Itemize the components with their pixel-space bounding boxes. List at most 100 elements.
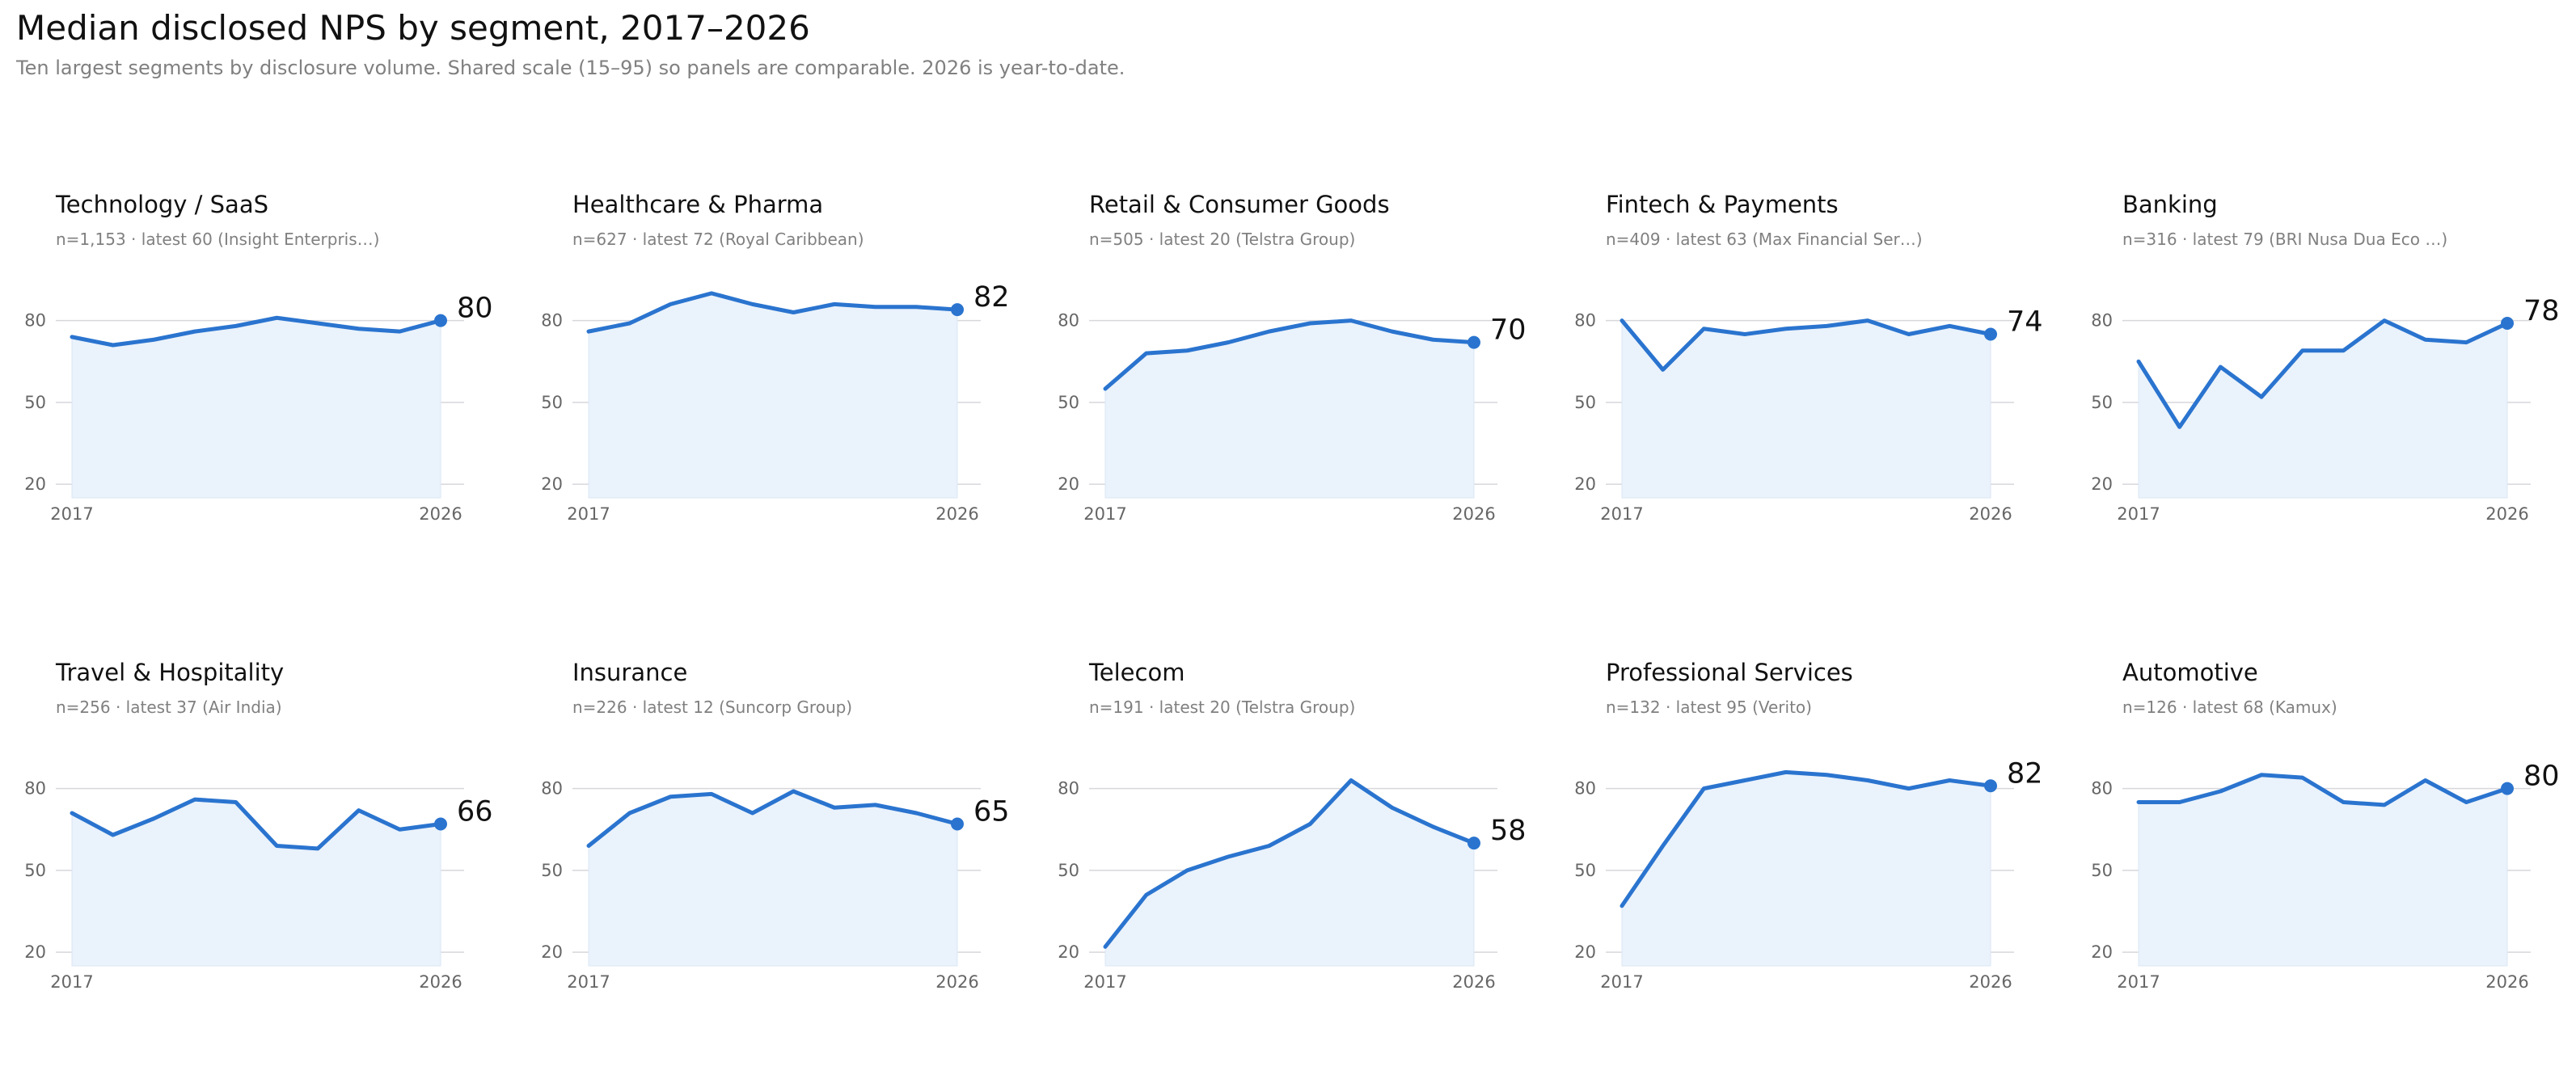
- y-tick-label: 50: [24, 861, 46, 880]
- series-line: [586, 291, 960, 334]
- panel-title: Automotive: [2122, 659, 2258, 686]
- series-line: [1103, 778, 1476, 949]
- y-tick-label: 80: [1574, 311, 1596, 331]
- chart-panel: Telecom n=191 · latest 20 (Telstra Group)…: [1058, 659, 1542, 1079]
- area-fill: [1104, 779, 1475, 967]
- panel-title: Professional Services: [1606, 659, 1853, 686]
- panel-title: Insurance: [572, 659, 688, 686]
- chart-panel: Professional Services n=132 · latest 95 (…: [1574, 659, 2059, 1079]
- panel-title: Banking: [2122, 191, 2218, 218]
- panel-subtitle: n=1,153 · latest 60 (Insight Enterpris…): [56, 230, 380, 249]
- y-tick-label: 50: [541, 393, 563, 412]
- y-tick-label: 80: [1058, 779, 1079, 799]
- latest-point: [434, 817, 447, 831]
- panel-plot: 20 50 80 74 2017 2026: [1574, 306, 2042, 525]
- page-subtitle: Ten largest segments by disclosure volum…: [16, 57, 1125, 79]
- chart-panel: Technology / SaaS n=1,153 · latest 60 (In…: [24, 191, 509, 611]
- y-tick-label: 80: [2091, 311, 2113, 331]
- latest-point: [1467, 837, 1480, 850]
- page-title: Median disclosed NPS by segment, 2017–20…: [16, 8, 810, 48]
- latest-point: [2501, 317, 2514, 330]
- latest-point: [1467, 335, 1480, 349]
- latest-point: [434, 314, 447, 327]
- panel-title: Healthcare & Pharma: [572, 191, 824, 218]
- x-tick-label: 2026: [2485, 972, 2528, 992]
- panel-title: Telecom: [1089, 659, 1185, 686]
- end-value-label: 70: [1490, 314, 1527, 347]
- x-tick-label: 2026: [1452, 972, 1495, 992]
- y-tick-label: 50: [1574, 393, 1596, 412]
- x-tick-label: 2017: [567, 504, 610, 524]
- x-tick-label: 2026: [1969, 504, 2012, 524]
- chart-panel: Fintech & Payments n=409 · latest 63 (Max…: [1574, 191, 2059, 611]
- end-value-label: 82: [973, 281, 1010, 314]
- y-tick-label: 20: [541, 942, 563, 962]
- panel-plot: 20 50 80 66 2017 2026: [24, 779, 493, 992]
- x-tick-label: 2017: [2117, 504, 2160, 524]
- series-line: [1620, 318, 1993, 372]
- x-tick-label: 2026: [1969, 972, 2012, 992]
- x-tick-label: 2017: [1600, 504, 1643, 524]
- y-tick-label: 50: [541, 861, 563, 880]
- y-tick-label: 20: [1574, 474, 1596, 494]
- panel-plot: 20 50 80 65 2017 2026: [541, 779, 1010, 992]
- x-tick-label: 2026: [935, 504, 978, 524]
- chart-panel: Healthcare & Pharma n=627 · latest 72 (Ro…: [541, 191, 1025, 611]
- panel-subtitle: n=226 · latest 12 (Suncorp Group): [572, 698, 853, 717]
- panel-plot: 20 50 80 78 2017 2026: [2091, 295, 2559, 524]
- area-fill: [588, 790, 958, 967]
- area-fill: [1621, 319, 1991, 499]
- x-tick-label: 2026: [2485, 504, 2528, 524]
- y-tick-label: 80: [24, 779, 46, 799]
- y-tick-label: 80: [24, 311, 46, 331]
- panel-plot: 20 50 80 82 2017 2026: [1574, 757, 2043, 992]
- series-line: [586, 789, 960, 848]
- y-tick-label: 50: [24, 393, 46, 412]
- end-value-label: 82: [2007, 757, 2043, 790]
- end-value-label: 65: [973, 796, 1010, 828]
- y-tick-label: 80: [541, 779, 563, 799]
- series-line: [1103, 318, 1476, 391]
- panel-subtitle: n=505 · latest 20 (Telstra Group): [1089, 230, 1356, 249]
- x-tick-label: 2017: [1083, 504, 1126, 524]
- panel-subtitle: n=627 · latest 72 (Royal Caribbean): [572, 230, 864, 249]
- end-value-label: 80: [457, 293, 493, 325]
- y-tick-label: 80: [1058, 311, 1079, 331]
- end-value-label: 58: [1490, 815, 1527, 847]
- panel-subtitle: n=409 · latest 63 (Max Financial Ser…): [1606, 230, 1923, 249]
- panel-title: Fintech & Payments: [1606, 191, 1839, 218]
- latest-point: [1984, 779, 1997, 793]
- panel-plot: 20 50 80 80 2017 2026: [2091, 761, 2560, 992]
- area-fill: [1621, 771, 1991, 967]
- latest-point: [951, 817, 964, 831]
- y-tick-label: 80: [2091, 779, 2113, 799]
- y-tick-label: 20: [2091, 474, 2113, 494]
- series-line: [2136, 773, 2510, 807]
- end-value-label: 66: [457, 796, 493, 828]
- panel-plot: 20 50 80 82 2017 2026: [541, 281, 1010, 524]
- series-line: [70, 315, 443, 348]
- chart-panel: Banking n=316 · latest 79 (BRI Nusa Dua E…: [2091, 191, 2575, 611]
- x-tick-label: 2017: [50, 972, 93, 992]
- x-tick-label: 2026: [419, 504, 462, 524]
- y-tick-label: 20: [1058, 474, 1079, 494]
- series-line: [1620, 769, 1993, 908]
- panel-title: Retail & Consumer Goods: [1089, 191, 1390, 218]
- y-tick-label: 20: [541, 474, 563, 494]
- panel-subtitle: n=316 · latest 79 (BRI Nusa Dua Eco …): [2122, 230, 2448, 249]
- panel-plot: 20 50 80 80 2017 2026: [24, 293, 493, 524]
- x-tick-label: 2017: [1083, 972, 1126, 992]
- latest-point: [951, 303, 964, 317]
- chart-panel: Automotive n=126 · latest 68 (Kamux) 20 50 8…: [2091, 659, 2575, 1079]
- y-tick-label: 50: [2091, 393, 2113, 412]
- y-tick-label: 20: [1058, 942, 1079, 962]
- panel-plot: 20 50 80 58 2017 2026: [1058, 778, 1527, 992]
- y-tick-label: 50: [2091, 861, 2113, 880]
- panel-subtitle: n=132 · latest 95 (Verito): [1606, 698, 1812, 717]
- end-value-label: 80: [2523, 761, 2560, 793]
- y-tick-label: 50: [1574, 861, 1596, 880]
- panel-plot: 20 50 80 70 2017 2026: [1058, 311, 1527, 524]
- y-tick-label: 50: [1058, 861, 1079, 880]
- chart-panel: Insurance n=226 · latest 12 (Suncorp Grou…: [541, 659, 1025, 1079]
- y-tick-label: 20: [24, 942, 46, 962]
